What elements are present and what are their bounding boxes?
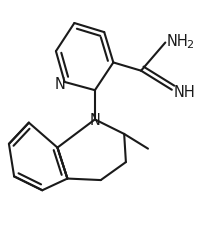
Text: NH: NH — [174, 85, 195, 99]
Text: NH: NH — [167, 34, 189, 49]
Text: N: N — [54, 76, 65, 91]
Text: N: N — [89, 112, 100, 127]
Text: 2: 2 — [187, 40, 194, 50]
